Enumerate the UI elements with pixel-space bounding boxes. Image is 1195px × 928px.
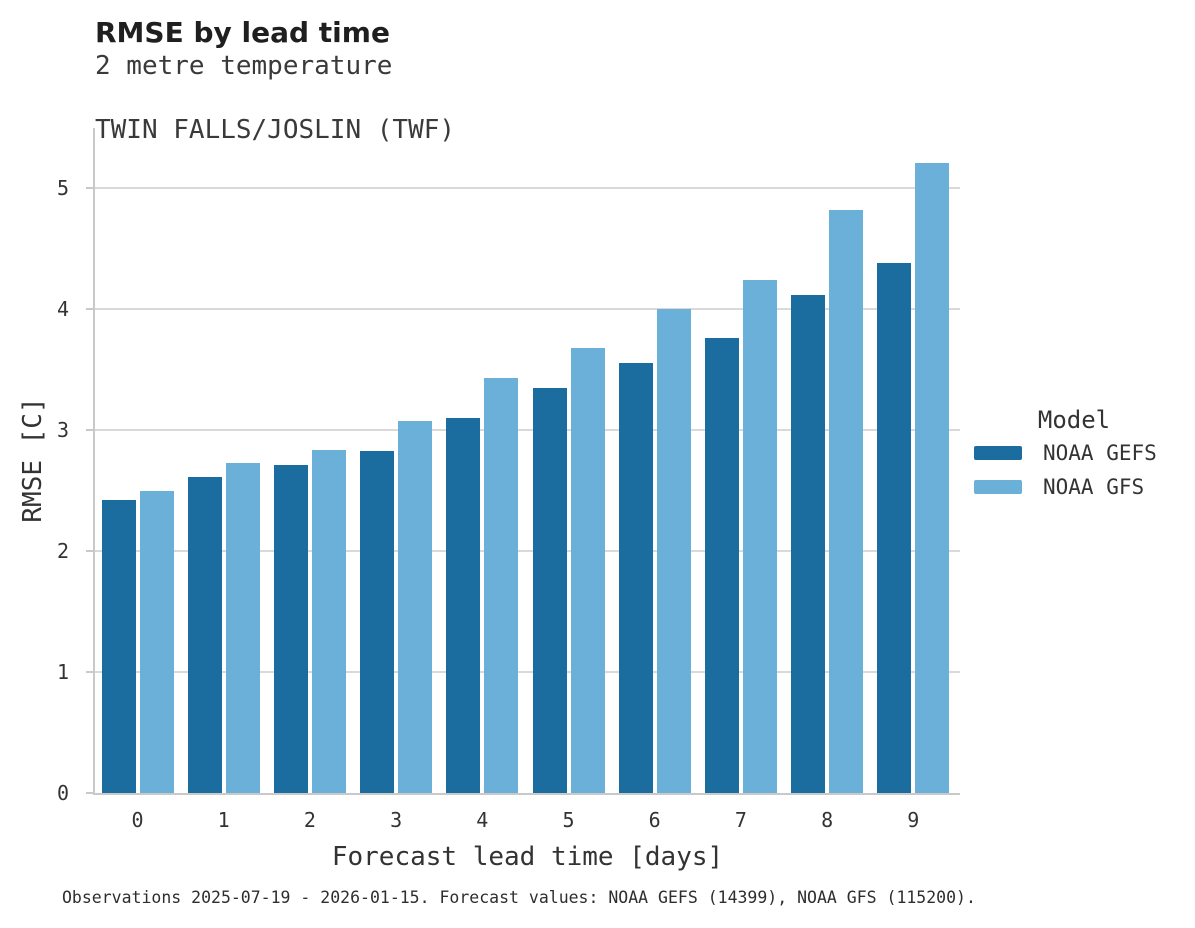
subtitle-line-2: TWIN FALLS/JOSLIN (TWF) (95, 115, 456, 145)
x-tick-label-6: 6 (648, 808, 661, 832)
bar-noaa-gefs-6 (618, 362, 653, 793)
bar-noaa-gefs-2 (273, 465, 308, 793)
legend: Model NOAA GEFS NOAA GFS (974, 406, 1174, 514)
y-tick-label-1: 1 (56, 660, 69, 685)
y-tick-label-3: 3 (56, 418, 69, 443)
gridline-y-3 (95, 429, 960, 432)
y-tick-mark-3 (86, 429, 93, 432)
gridline-y-2 (95, 550, 960, 553)
bar-noaa-gefs-8 (791, 294, 826, 793)
bar-noaa-gfs-6 (656, 309, 691, 793)
gridline-y-1 (95, 671, 960, 674)
legend-title: Model (1037, 406, 1111, 434)
legend-label-noaa-gfs: NOAA GFS (1043, 475, 1145, 499)
gridline-y-4 (95, 308, 960, 311)
bar-noaa-gfs-5 (570, 348, 605, 793)
x-tick-label-4: 4 (476, 808, 489, 832)
x-tick-label-1: 1 (217, 808, 230, 832)
y-tick-label-4: 4 (56, 297, 69, 322)
bar-noaa-gfs-2 (311, 449, 346, 793)
y-tick-mark-2 (86, 550, 93, 553)
bar-noaa-gefs-1 (187, 477, 222, 793)
legend-label-noaa-gefs: NOAA GEFS (1043, 441, 1157, 465)
y-tick-mark-5 (86, 187, 93, 190)
bar-noaa-gefs-0 (101, 500, 136, 793)
bar-noaa-gfs-0 (139, 490, 174, 793)
x-tick-label-2: 2 (303, 808, 316, 832)
bar-noaa-gefs-5 (532, 387, 567, 793)
gridline-y-5 (95, 187, 960, 190)
legend-entry-noaa-gefs: NOAA GEFS (974, 441, 1174, 465)
bar-noaa-gefs-9 (877, 263, 912, 793)
chart-panel: Forecast lead time [days] 0 1 2 3 4 5 0 1 2 3 4 5 6 7… (57, 128, 960, 872)
y-tick-mark-4 (86, 308, 93, 311)
x-tick-label-8: 8 (821, 808, 834, 832)
x-tick-label-3: 3 (390, 808, 403, 832)
y-tick-mark-0 (86, 792, 93, 794)
legend-swatch-noaa-gefs (974, 446, 1022, 460)
y-tick-mark-1 (86, 671, 93, 674)
bar-noaa-gfs-9 (915, 163, 950, 793)
caption: Observations 2025-07-19 - 2026-01-15. Fo… (62, 888, 976, 907)
y-axis-line (93, 128, 95, 795)
y-tick-label-0: 0 (56, 781, 69, 805)
chart-subtitle: 2 metre temperature TWIN FALLS/JOSLIN (T… (95, 50, 455, 146)
bar-noaa-gfs-8 (829, 210, 864, 793)
x-tick-label-0: 0 (131, 808, 144, 832)
x-axis-line (93, 793, 960, 795)
y-tick-label-5: 5 (56, 176, 69, 201)
bar-noaa-gfs-4 (484, 378, 519, 793)
bar-noaa-gfs-7 (742, 280, 777, 793)
legend-entry-noaa-gfs: NOAA GFS (974, 475, 1174, 499)
y-axis-label: RMSE [C] (18, 397, 48, 523)
x-tick-label-5: 5 (562, 808, 575, 832)
bar-noaa-gfs-1 (225, 462, 260, 793)
page-title: RMSE by lead time (95, 16, 390, 49)
bar-noaa-gefs-4 (446, 418, 481, 793)
bar-noaa-gefs-7 (704, 338, 739, 793)
subtitle-line-1: 2 metre temperature (95, 51, 393, 81)
bar-noaa-gfs-3 (398, 420, 433, 793)
y-tick-label-2: 2 (56, 539, 69, 564)
x-axis-label: Forecast lead time [days] (331, 842, 724, 872)
x-tick-label-7: 7 (734, 808, 747, 832)
x-tick-label-9: 9 (907, 808, 920, 832)
legend-swatch-noaa-gfs (974, 480, 1022, 494)
bar-noaa-gefs-3 (360, 450, 395, 793)
